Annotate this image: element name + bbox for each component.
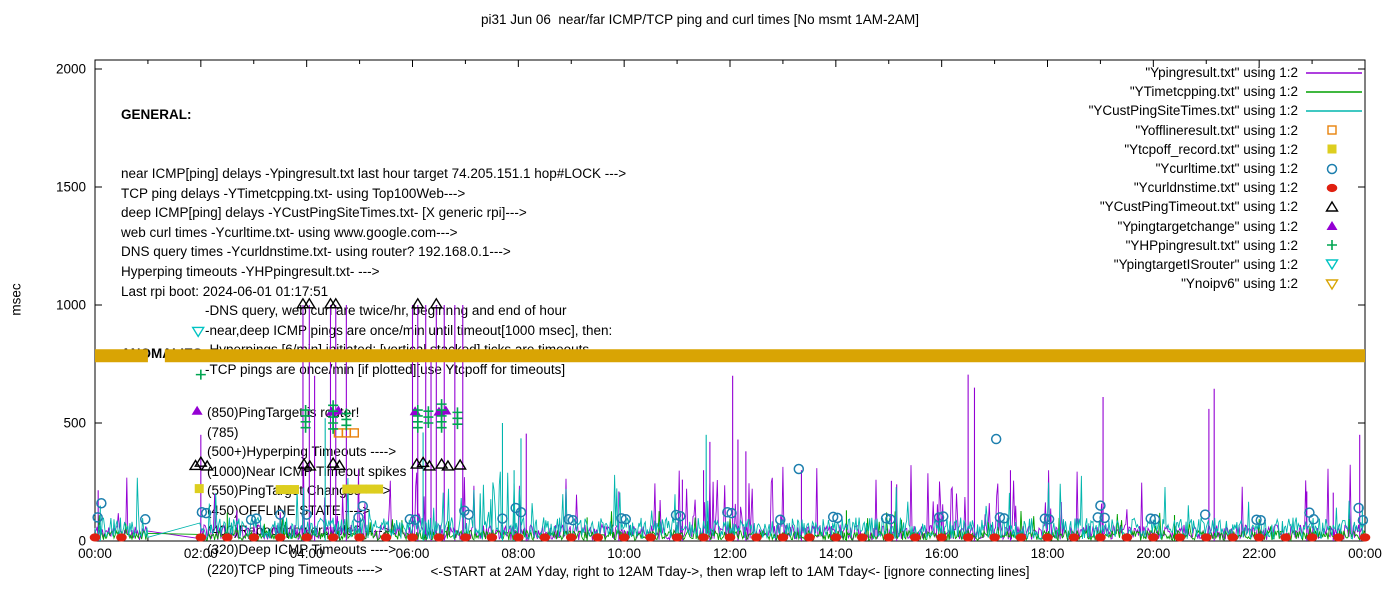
legend-entry-5: "Ycurltime.txt" using 1:2 [1089, 159, 1364, 178]
legend-entry-10: "YpingtargetISrouter" using 1:2 [1089, 255, 1364, 274]
legend-entry-1: "YTimetcpping.txt" using 1:2 [1089, 82, 1364, 101]
legend-label: "Ypingtargetchange" using 1:2 [1117, 218, 1298, 234]
general-heading: GENERAL: [121, 107, 192, 123]
general-line-3: web curl times -Ycurltime.txt- using www… [121, 224, 458, 240]
chart-title: pi31 Jun 06 near/far ICMP/TCP ping and c… [481, 12, 919, 27]
y-tick-label: 0 [78, 534, 86, 549]
general-line-2: deep ICMP[ping] delays -YCustPingSiteTim… [121, 205, 527, 221]
general-line-6: Last rpi boot: 2024-06-01 01:17:51 [121, 283, 329, 299]
legend-entry-0: "Ypingresult.txt" using 1:2 [1089, 63, 1364, 82]
legend: "Ypingresult.txt" using 1:2 "YTimetcpping… [1089, 63, 1364, 293]
anomaly-line-7: (320)Deep ICMP Timeouts ----> [207, 542, 397, 558]
x-tick-label: 12:00 [713, 546, 747, 561]
x-tick-label: 14:00 [819, 546, 853, 561]
x-tick-label: 18:00 [1031, 546, 1065, 561]
x-tick-label: 20:00 [1136, 546, 1170, 561]
x-tick-label: 00:00 [1348, 546, 1382, 561]
anomaly-line-2: (500+)Hyperping Timeouts ----> [207, 444, 397, 460]
legend-triangle-filled-icon [1326, 221, 1338, 231]
x-tick-label: 22:00 [1242, 546, 1276, 561]
legend-label: "YCustPingTimeout.txt" using 1:2 [1099, 199, 1298, 215]
x-tick-label: 10:00 [607, 546, 641, 561]
anomaly-line-6: (400)Reboot/powercycle? ----> [207, 522, 391, 538]
legend-square-filled-icon [1327, 144, 1337, 154]
y-tick-label: 1500 [56, 180, 86, 195]
legend-triangle-open-icon [1325, 200, 1339, 212]
legend-line-sample-icon [1306, 71, 1362, 74]
legend-entry-3: "Yofflineresult.txt" using 1:2 [1089, 121, 1364, 140]
x-tick-label: 16:00 [925, 546, 959, 561]
legend-label: "YTimetcpping.txt" using 1:2 [1129, 84, 1298, 100]
anomaly-line-0: (850)PingTarget is router! [207, 404, 360, 420]
legend-label: "Ynoipv6" using 1:2 [1181, 276, 1298, 292]
legend-circle-open-icon [1326, 163, 1338, 174]
legend-square-open-icon [1327, 125, 1337, 135]
anomaly-line-8: (220)TCP ping Timeouts ----> [207, 561, 383, 577]
legend-plus-icon [1327, 240, 1337, 251]
legend-line-sample-icon [1306, 91, 1362, 93]
legend-entry-7: "YCustPingTimeout.txt" using 1:2 [1089, 197, 1364, 216]
anomaly-line-1: (785) [207, 424, 239, 440]
legend-circle-filled-icon [1326, 183, 1338, 192]
legend-label: "YHPpingresult.txt" using 1:2 [1125, 237, 1298, 253]
y-tick-label: 2000 [56, 62, 86, 77]
x-axis-caption: <-START at 2AM Yday, right to 12AM Tday-… [430, 564, 1030, 579]
general-line-5: Hyperping timeouts -YHPpingresult.txt- -… [121, 263, 380, 279]
legend-label: "Ycurldnstime.txt" using 1:2 [1133, 180, 1298, 196]
legend-entry-2: "YCustPingSiteTimes.txt" using 1:2 [1089, 101, 1364, 120]
legend-entry-8: "Ypingtargetchange" using 1:2 [1089, 217, 1364, 236]
x-tick-label: 00:00 [78, 546, 112, 561]
y-tick-label: 1000 [56, 298, 86, 313]
general-line-1: TCP ping delays -YTimetcpping.txt- using… [121, 185, 466, 201]
legend-triangle-down-open-icon [1325, 259, 1339, 271]
y-tick-label: 500 [63, 416, 86, 431]
anomaly-line-4: (550)PingTarget Changes ----> [207, 483, 391, 499]
x-tick-label: 08:00 [501, 546, 535, 561]
legend-label: "Ypingresult.txt" using 1:2 [1145, 65, 1298, 81]
legend-label: "Ycurltime.txt" using 1:2 [1155, 161, 1298, 177]
y-axis-title: msec [8, 283, 24, 316]
anomalies-heading: ANOMALIES: [121, 346, 207, 362]
legend-entry-11: "Ynoipv6" using 1:2 [1089, 274, 1364, 293]
general-line-0: near ICMP[ping] delays -Ypingresult.txt … [121, 165, 627, 181]
legend-line-sample-icon [1306, 110, 1362, 112]
legend-entry-6: "Ycurldnstime.txt" using 1:2 [1089, 178, 1364, 197]
legend-label: "YCustPingSiteTimes.txt" using 1:2 [1088, 103, 1298, 119]
legend-entry-9: "YHPpingresult.txt" using 1:2 [1089, 236, 1364, 255]
legend-triangle-down-open-icon [1325, 278, 1339, 290]
legend-label: "Ytcpoff_record.txt" using 1:2 [1124, 141, 1298, 157]
legend-label: "Yofflineresult.txt" using 1:2 [1135, 122, 1298, 138]
legend-entry-4: "Ytcpoff_record.txt" using 1:2 [1089, 140, 1364, 159]
legend-label: "YpingtargetISrouter" using 1:2 [1113, 256, 1298, 272]
anomaly-line-3: (1000)Near ICMP Timeout spikes [207, 463, 407, 479]
anomaly-line-5: (450)OFFLINE STATE ----> [207, 502, 371, 518]
general-line-4: DNS query times -Ycurldnstime.txt- using… [121, 244, 511, 260]
anomalies-annotations: ANOMALIES: (850)PingTarget is router! (78… [121, 305, 406, 579]
